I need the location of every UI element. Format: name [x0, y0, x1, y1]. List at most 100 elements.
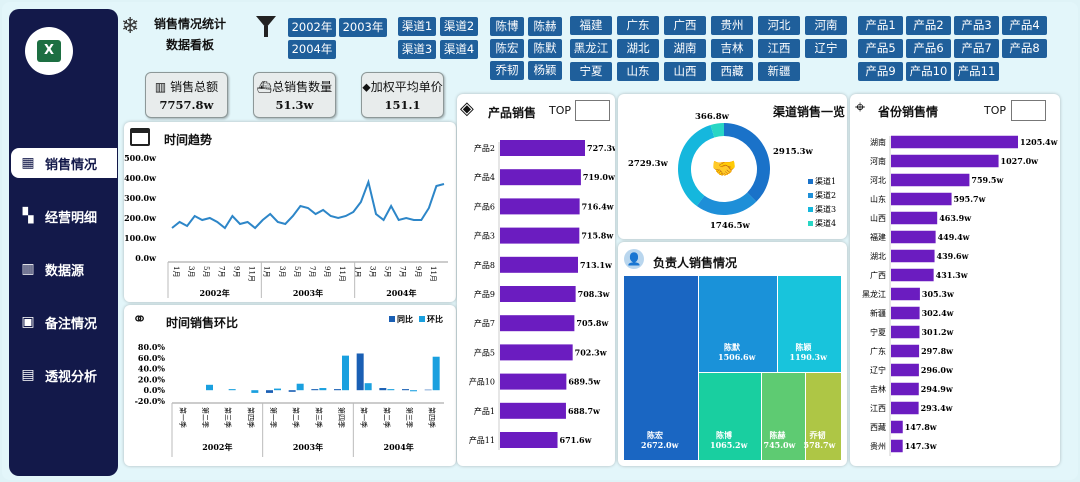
x-tick-label: 第一季: [360, 407, 369, 428]
treemap-cell: [762, 373, 805, 460]
filter-product[interactable]: 产品11: [954, 62, 999, 81]
legend-label: 渠道3: [815, 204, 836, 214]
filter-province[interactable]: 贵州: [711, 16, 753, 35]
product-top-input[interactable]: [575, 100, 610, 121]
x-tick-label: 第三季: [314, 407, 323, 428]
category-label: 山东: [870, 194, 886, 204]
yoy-bar: [402, 389, 409, 391]
value-label: 1205.4w: [1020, 137, 1059, 147]
filter-manager-3[interactable]: 陈宏: [490, 39, 524, 58]
filter-province[interactable]: 广东: [617, 16, 659, 35]
category-label: 宁夏: [870, 327, 886, 337]
sidebar-item-datasource[interactable]: ▥ 数据源: [0, 254, 110, 284]
yoy-bar: [251, 390, 259, 393]
sidebar-item-pivot[interactable]: ▤ 透视分析: [0, 360, 110, 390]
filter-province[interactable]: 辽宁: [805, 39, 847, 58]
filter-channel-2[interactable]: 渠道2: [440, 17, 478, 36]
treemap-cell: [806, 373, 841, 460]
category-label: 福建: [870, 232, 886, 242]
filter-province[interactable]: 湖南: [664, 39, 706, 58]
filter-province[interactable]: 吉林: [711, 39, 753, 58]
filter-product[interactable]: 产品10: [906, 62, 951, 81]
legend-label: 渠道4: [815, 218, 836, 228]
y-tick-label: 300.0w: [124, 193, 157, 203]
filter-product[interactable]: 产品9: [858, 62, 903, 81]
sidebar-item-label: 数据源: [45, 263, 85, 279]
category-label: 吉林: [870, 384, 886, 394]
sidebar-item-operations[interactable]: ▚ 经营明细: [0, 201, 110, 231]
filter-year-2003[interactable]: 2003年: [339, 18, 387, 37]
filter-manager-2[interactable]: 陈赫: [528, 17, 562, 36]
value-label: 439.6w: [937, 251, 970, 261]
treemap-name: 陈博: [716, 430, 732, 440]
yoy-bar: [334, 389, 341, 391]
sales-bar: [500, 169, 581, 186]
x-tick-label: 7月: [217, 266, 225, 277]
category-label: 河北: [870, 175, 886, 185]
filter-province[interactable]: 黑龙江: [570, 39, 612, 58]
filter-province[interactable]: 山东: [617, 62, 659, 81]
filter-province[interactable]: 江西: [758, 39, 800, 58]
filter-channel-3[interactable]: 渠道3: [398, 40, 436, 59]
province-top-input[interactable]: [1011, 100, 1046, 121]
filter-channel-1[interactable]: 渠道1: [398, 17, 436, 36]
filter-year-2002[interactable]: 2002年: [288, 18, 336, 37]
filter-product[interactable]: 产品7: [954, 39, 999, 58]
y-tick-label: 20.0%: [138, 374, 165, 384]
sales-bar: [500, 402, 566, 419]
filter-product[interactable]: 产品4: [1002, 16, 1047, 35]
value-label: 713.1w: [580, 260, 613, 270]
filter-year-2004[interactable]: 2004年: [288, 40, 336, 59]
slice-label: 366.8w: [695, 112, 730, 122]
sales-bar: [891, 401, 919, 415]
value-label: 297.8w: [921, 346, 954, 356]
donut-slice: [696, 192, 757, 215]
channel-sales-title: 渠道销售一览: [773, 105, 846, 119]
excel-icon: X: [37, 40, 61, 62]
filter-province[interactable]: 福建: [570, 16, 612, 35]
filter-province[interactable]: 广西: [664, 16, 706, 35]
filter-province[interactable]: 湖北: [617, 39, 659, 58]
value-label: 595.7w: [954, 194, 987, 204]
value-label: 1027.0w: [1001, 156, 1040, 166]
time-trend-chart: 500.0w 400.0w 300.0w 200.0w 100.0w 0.0w 1月 3月 5月…: [124, 153, 448, 298]
filter-province[interactable]: 新疆: [758, 62, 800, 81]
filter-manager-4[interactable]: 陈默: [528, 39, 562, 58]
legend-swatch: [808, 221, 813, 226]
filter-icon: [256, 16, 276, 28]
filter-manager-6[interactable]: 杨颖: [528, 61, 562, 80]
filter-channel-4[interactable]: 渠道4: [440, 40, 478, 59]
yoy-bar: [379, 388, 387, 391]
y-tick-label: 500.0w: [124, 153, 157, 163]
filter-province[interactable]: 山西: [664, 62, 706, 81]
filter-product[interactable]: 产品5: [858, 39, 903, 58]
group-label: 2003年: [293, 288, 323, 298]
filter-manager-1[interactable]: 陈博: [490, 17, 524, 36]
category-label: 产品2: [474, 143, 495, 153]
x-tick-label: 3月: [278, 266, 286, 277]
filter-manager-5[interactable]: 乔韧: [490, 61, 524, 80]
filter-product[interactable]: 产品1: [858, 16, 903, 35]
filter-province[interactable]: 宁夏: [570, 62, 612, 81]
sales-bar: [500, 140, 585, 156]
value-label: 708.3w: [578, 289, 611, 299]
filter-province[interactable]: 西藏: [711, 62, 753, 81]
time-trend-card: [124, 122, 456, 302]
filter-product[interactable]: 产品3: [954, 16, 999, 35]
yoy-bar: [311, 389, 319, 391]
filter-product[interactable]: 产品8: [1002, 39, 1047, 58]
yoy-bar: [319, 388, 327, 391]
sidebar-item-notes[interactable]: ▣ 备注情况: [0, 307, 110, 337]
category-label: 湖北: [870, 252, 886, 261]
legend-swatch: [808, 207, 813, 212]
sidebar-item-sales[interactable]: ▦ 销售情况: [11, 148, 117, 178]
filter-product[interactable]: 产品2: [906, 16, 951, 35]
sales-bar: [891, 268, 934, 282]
y-tick-label: 400.0w: [124, 173, 157, 183]
legend-swatch: [808, 179, 813, 184]
filter-province[interactable]: 河南: [805, 16, 847, 35]
category-label: 河南: [870, 156, 886, 166]
sales-bar: [891, 439, 903, 453]
filter-province[interactable]: 河北: [758, 16, 800, 35]
filter-product[interactable]: 产品6: [906, 39, 951, 58]
